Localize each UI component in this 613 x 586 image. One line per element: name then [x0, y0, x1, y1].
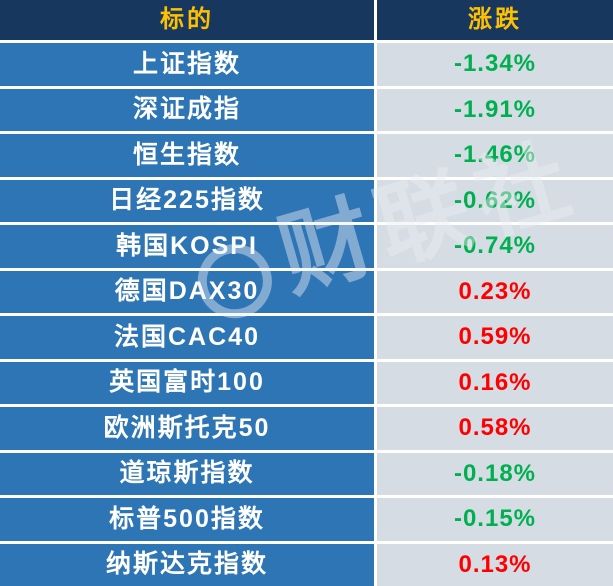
index-name-cell: 韩国KOSPI — [0, 225, 374, 268]
index-name-cell: 纳斯达克指数 — [0, 543, 374, 586]
change-value-cell: -1.34% — [377, 43, 613, 86]
index-name-cell: 标普500指数 — [0, 498, 374, 541]
change-value-cell: -0.74% — [377, 225, 613, 268]
index-name-cell: 法国CAC40 — [0, 316, 374, 359]
index-name-cell: 道琼斯指数 — [0, 452, 374, 495]
change-value-cell: 0.58% — [377, 407, 613, 450]
column-header-change: 涨跌 — [377, 0, 613, 40]
change-value-cell: -0.62% — [377, 179, 613, 222]
index-name-cell: 德国DAX30 — [0, 270, 374, 313]
change-value-cell: 0.23% — [377, 270, 613, 313]
index-name-cell: 上证指数 — [0, 43, 374, 86]
column-header-target: 标的 — [0, 0, 374, 40]
change-value-cell: -1.46% — [377, 134, 613, 177]
change-value-cell: -0.18% — [377, 452, 613, 495]
index-name-cell: 欧洲斯托克50 — [0, 407, 374, 450]
change-value-cell: -0.15% — [377, 498, 613, 541]
index-name-cell: 恒生指数 — [0, 134, 374, 177]
change-value-cell: 0.59% — [377, 316, 613, 359]
change-value-cell: -1.91% — [377, 88, 613, 131]
change-value-cell: 0.16% — [377, 361, 613, 404]
index-name-cell: 日经225指数 — [0, 179, 374, 222]
index-name-cell: 深证成指 — [0, 88, 374, 131]
index-name-cell: 英国富时100 — [0, 361, 374, 404]
change-value-cell: 0.13% — [377, 543, 613, 586]
